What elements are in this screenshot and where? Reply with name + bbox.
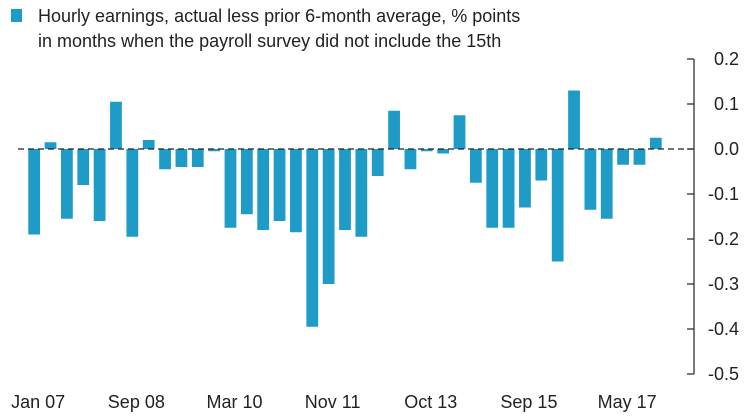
bar: [600, 149, 613, 219]
bar: [551, 149, 564, 262]
y-tick-label: -0.3: [708, 274, 739, 294]
bar: [306, 149, 319, 327]
bar: [44, 142, 57, 149]
bar: [535, 149, 548, 181]
bar: [240, 149, 253, 215]
y-tick-label: -0.1: [708, 184, 739, 204]
y-tick-label: 0.2: [714, 49, 739, 69]
bar: [290, 149, 302, 233]
bar: [469, 149, 482, 183]
bar: [617, 149, 629, 165]
y-axis: 0.2 0.1 0.0 -0.1 -0.2 -0.3 -0.4 -0.5: [687, 49, 739, 384]
bar: [257, 149, 270, 230]
bar: [584, 149, 597, 210]
bar: [502, 149, 515, 228]
legend-swatch: [11, 9, 22, 22]
bar: [420, 149, 433, 152]
x-tick-label: Oct 13: [404, 392, 457, 412]
y-tick-label: -0.5: [708, 364, 739, 384]
bar: [649, 137, 662, 149]
bar: [322, 149, 335, 284]
legend-label: Hourly earnings, actual less prior 6-mon…: [38, 6, 520, 26]
bar: [388, 110, 400, 149]
bar: [142, 140, 155, 149]
bar: [486, 149, 499, 228]
x-tick-label: May 17: [598, 392, 657, 412]
x-axis-tick-labels: Jan 07 Sep 08 Mar 10 Nov 11 Oct 13 Sep 15 May …: [11, 392, 656, 412]
y-tick-label: -0.2: [708, 229, 739, 249]
x-tick-label: Nov 11: [305, 392, 361, 412]
bar: [519, 149, 531, 208]
bar: [110, 101, 122, 149]
y-axis-ticks: 0.2 0.1 0.0 -0.1 -0.2 -0.3 -0.4 -0.5: [687, 49, 739, 384]
y-tick-label: 0.0: [714, 139, 739, 159]
bar: [339, 149, 351, 230]
bar: [371, 149, 384, 176]
bar: [453, 115, 466, 149]
x-axis: Jan 07 Sep 08 Mar 10 Nov 11 Oct 13 Sep 15 May …: [11, 392, 656, 412]
x-tick-label: Jan 07: [11, 392, 65, 412]
bar: [633, 149, 646, 165]
bar: [568, 90, 580, 149]
y-tick-label: 0.1: [714, 94, 739, 114]
bar: [28, 149, 41, 235]
plot-area: [18, 90, 694, 327]
bar: [273, 149, 286, 221]
bar-series: [28, 90, 662, 327]
bar: [93, 149, 106, 221]
bar: [191, 149, 204, 167]
y-tick-label: -0.4: [708, 319, 739, 339]
x-tick-label: Mar 10: [206, 392, 262, 412]
bar: [175, 149, 188, 167]
bar: [404, 149, 417, 170]
bar: [77, 149, 90, 185]
bar: [355, 149, 368, 237]
bar: [208, 149, 221, 152]
bar: [224, 149, 237, 228]
legend: Hourly earnings, actual less prior 6-mon…: [11, 6, 520, 51]
bar: [126, 149, 139, 237]
bar: [437, 149, 450, 154]
bar: [61, 149, 73, 219]
x-tick-label: Sep 08: [108, 392, 165, 412]
bar: [159, 149, 171, 170]
legend-label-continued: in months when the payroll survey did no…: [38, 31, 501, 51]
x-tick-label: Sep 15: [500, 392, 557, 412]
